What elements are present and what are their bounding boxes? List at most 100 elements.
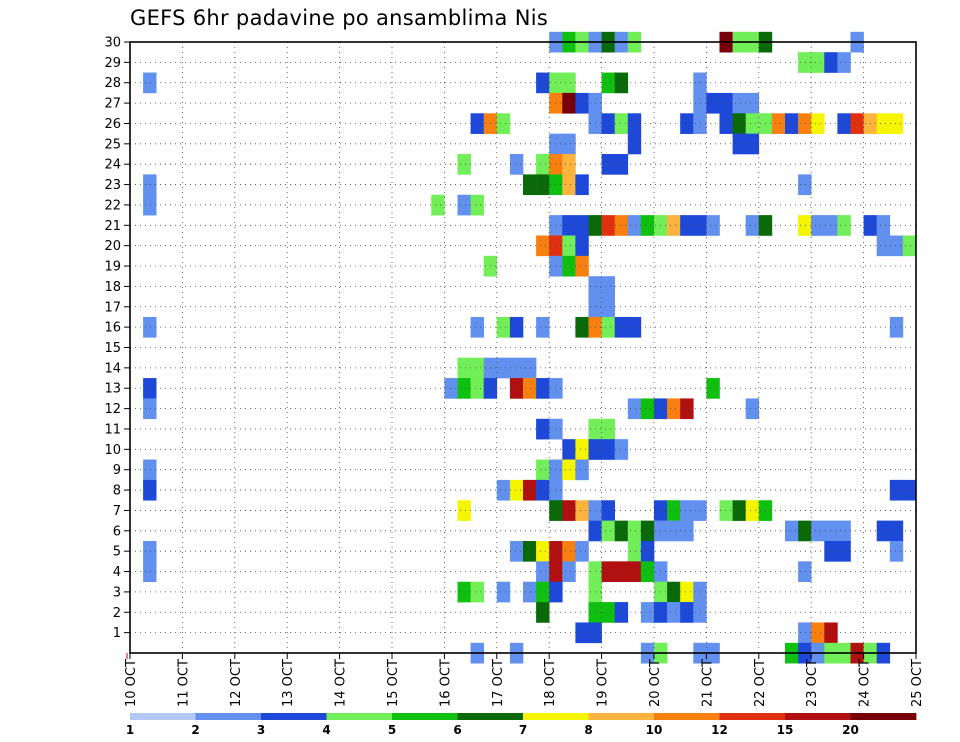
heatmap-cell <box>536 235 550 257</box>
heatmap-cell <box>444 378 458 399</box>
heatmap-cell <box>536 418 550 440</box>
heatmap-cell <box>889 520 904 542</box>
heatmap-cell <box>798 52 812 73</box>
heatmap-cell <box>496 479 511 501</box>
heatmap-cell <box>601 418 615 440</box>
heatmap-cell <box>889 540 904 562</box>
heatmap-cell <box>470 581 484 603</box>
heatmap-cell <box>811 113 825 134</box>
x-tick-label: 16 OCT <box>438 659 453 707</box>
heatmap-cell <box>562 439 576 460</box>
legend-label: 12 <box>711 723 728 737</box>
heatmap-cell <box>536 602 550 623</box>
heatmap-cell <box>496 316 511 338</box>
legend-swatch <box>785 713 851 720</box>
y-tick-label: 4 <box>113 565 121 580</box>
heatmap-cell <box>745 398 760 420</box>
y-tick-label: 13 <box>104 382 121 397</box>
heatmap-cell <box>745 133 760 155</box>
y-tick-label: 1 <box>113 626 121 641</box>
heatmap-cell <box>889 113 904 134</box>
heatmap-cell <box>889 479 904 501</box>
legend-label: 15 <box>777 723 794 737</box>
heatmap-cell <box>575 215 589 236</box>
y-tick-label: 16 <box>104 321 121 336</box>
y-tick-label: 3 <box>113 585 121 600</box>
x-tick-label: 11 OCT <box>176 659 191 707</box>
legend-label: 2 <box>191 723 199 737</box>
heatmap-cell <box>457 357 471 379</box>
heatmap-cell <box>680 520 694 542</box>
heatmap-cell <box>667 520 681 542</box>
heatmap-cell <box>575 500 589 521</box>
heatmap-cell <box>509 357 524 379</box>
y-tick-label: 27 <box>104 97 121 112</box>
y-tick-label: 28 <box>104 76 121 91</box>
heatmap-cell <box>745 215 760 236</box>
heatmap-cell <box>601 439 615 460</box>
heatmap-cell <box>614 154 629 175</box>
heatmap-cell <box>536 316 550 338</box>
heatmap-cell <box>876 520 891 542</box>
heatmap-cell <box>496 581 511 603</box>
heatmap-cell <box>143 378 157 399</box>
x-tick-label: 10 OCT <box>124 659 139 707</box>
y-tick-label: 22 <box>104 198 121 213</box>
heatmap-cell <box>143 459 157 481</box>
heatmap-cell <box>798 113 812 134</box>
heatmap-cell <box>457 500 471 521</box>
heatmap-cell <box>837 540 851 562</box>
legend-swatch <box>588 713 655 720</box>
heatmap-cell <box>640 561 655 583</box>
heatmap-cell <box>811 520 825 542</box>
legend-label: 1 <box>126 723 134 737</box>
heatmap-cell <box>680 398 694 420</box>
heatmap-cell <box>837 520 851 542</box>
x-tick-label: 18 OCT <box>543 659 558 707</box>
heatmap-cell <box>732 500 746 521</box>
heatmap-cell <box>601 72 615 94</box>
heatmap-cell <box>575 459 589 481</box>
x-tick-label: 14 OCT <box>334 659 349 707</box>
heatmap-cell <box>536 561 550 583</box>
heatmap-cell <box>627 398 642 420</box>
heatmap-cell <box>562 500 576 521</box>
x-tick-label: 21 OCT <box>700 659 715 707</box>
heatmap-cell <box>640 398 655 420</box>
heatmap-cell <box>562 255 576 277</box>
chart-title: GEFS 6hr padavine po ansamblima Nis <box>130 6 549 30</box>
legend-label: 5 <box>388 723 396 737</box>
x-tick-label: 24 OCT <box>858 659 873 707</box>
x-tick-label: 25 OCT <box>910 659 925 707</box>
heatmap-cell <box>614 215 629 236</box>
heatmap-cell <box>523 581 537 603</box>
heatmap-cell <box>719 92 733 114</box>
heatmap-cell <box>902 235 917 257</box>
heatmap-cell <box>811 622 825 644</box>
y-axis: 1234567891011121314151617181920212223242… <box>104 36 130 641</box>
heatmap-cell <box>457 154 471 175</box>
heatmap-cell <box>575 540 589 562</box>
heatmap-cell <box>143 398 157 420</box>
heatmap-cell <box>575 439 589 460</box>
heatmap-cell <box>667 581 681 603</box>
heatmap-cell <box>745 113 760 134</box>
x-tick-label: 17 OCT <box>491 659 506 707</box>
heatmap-cell <box>640 215 655 236</box>
heatmap-cell <box>143 174 157 196</box>
heatmap-cell <box>837 113 851 134</box>
heatmap-cell <box>627 561 642 583</box>
legend-swatch <box>654 713 720 720</box>
legend-swatch <box>195 713 262 720</box>
heatmap-cell <box>876 113 891 134</box>
heatmap-cell <box>143 479 157 501</box>
heatmap-cell <box>575 92 589 114</box>
heatmap-cell <box>536 378 550 399</box>
heatmap-cell <box>496 113 511 134</box>
heatmap-cell <box>627 520 642 542</box>
chart-grid <box>130 42 916 653</box>
heatmap-cell <box>575 235 589 257</box>
y-tick-label: 11 <box>104 422 121 437</box>
heatmap-cell <box>536 479 550 501</box>
